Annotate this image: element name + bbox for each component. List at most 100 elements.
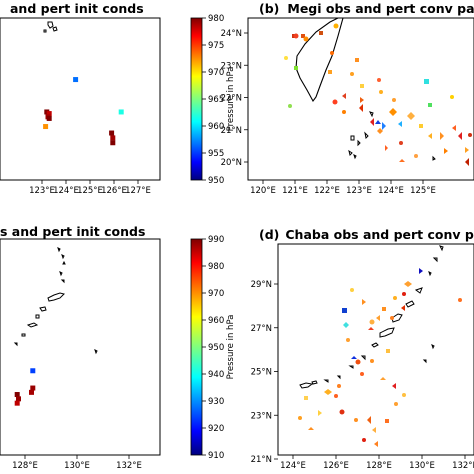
x-tick-label: 130°E	[64, 461, 90, 471]
obs-marker	[369, 319, 375, 325]
obs-marker	[428, 103, 432, 107]
x-tick-label: 124°E	[378, 186, 404, 196]
colorbar-tick-label: 990	[208, 235, 224, 245]
x-tick-label: 125°E	[410, 186, 436, 196]
obs-marker	[444, 148, 448, 154]
obs-marker	[324, 389, 332, 395]
x-tick-label: 122°E	[314, 186, 340, 196]
panel-d-coastline	[299, 245, 444, 389]
colorbar-tick-label: 980	[208, 14, 224, 24]
obs-marker	[404, 281, 412, 287]
obs-marker	[385, 419, 389, 423]
obs-marker	[450, 95, 454, 99]
obs-marker	[390, 316, 394, 320]
obs-marker	[393, 296, 397, 300]
panel-c-title: s and pert init conds	[0, 224, 145, 239]
panel-b-title: (b) Megi obs and pert conv pa	[259, 1, 474, 16]
obs-marker	[354, 418, 358, 422]
obs-marker	[294, 66, 298, 70]
x-tick-label: 121°E	[282, 186, 308, 196]
obs-marker	[419, 124, 423, 128]
panel-c: s and pert init conds 128°E 130°E 132°E 91…	[0, 224, 236, 471]
obs-marker	[468, 133, 472, 137]
panel-c-markers	[14, 368, 36, 406]
obs-marker	[328, 70, 332, 74]
panel-b: (b) Megi obs and pert conv pa	[221, 1, 474, 196]
obs-marker	[360, 97, 364, 103]
y-tick-label: 23°N	[221, 61, 242, 71]
panel-a: and pert init conds 123°E124°E125°E126°E…	[0, 1, 236, 196]
y-tick-label: 29°N	[251, 280, 272, 290]
pressure-marker	[46, 115, 52, 121]
obs-marker	[428, 133, 432, 139]
obs-marker	[284, 56, 288, 60]
panel-d: (d) Chaba obs and pert conv pa	[251, 227, 474, 471]
obs-marker	[333, 23, 339, 29]
obs-marker	[377, 78, 381, 82]
obs-marker	[382, 122, 386, 130]
y-tick-label: 25°N	[251, 368, 272, 378]
obs-marker	[465, 147, 469, 153]
pressure-marker	[29, 389, 34, 395]
obs-marker	[377, 128, 383, 134]
obs-marker	[362, 299, 366, 305]
pressure-marker	[109, 130, 115, 136]
obs-marker	[350, 288, 354, 292]
y-tick-label: 21°N	[221, 126, 242, 136]
panel-b-coastline-taiwan	[295, 18, 344, 103]
obs-marker	[308, 427, 314, 430]
colorbar-tick-label: 950	[208, 343, 224, 353]
obs-marker	[332, 99, 338, 105]
panel-c-colorbar-label: Pressure in hPa	[226, 315, 236, 380]
obs-marker	[304, 396, 308, 400]
y-tick-label: 21°N	[251, 455, 272, 465]
colorbar-tick-label: 955	[208, 149, 224, 159]
obs-marker	[382, 307, 386, 311]
obs-marker	[367, 416, 371, 424]
obs-marker	[372, 427, 376, 433]
panel-a-colorbar-ramp	[190, 17, 203, 181]
obs-marker	[360, 84, 364, 88]
obs-marker	[398, 121, 402, 127]
x-tick-label: 132°E	[116, 461, 142, 471]
x-tick-label: 125°E	[77, 186, 103, 196]
colorbar-tick-label: 970	[208, 68, 224, 78]
obs-marker	[288, 104, 292, 108]
obs-marker	[303, 36, 309, 42]
obs-marker	[355, 359, 361, 365]
pressure-marker	[16, 396, 21, 402]
obs-marker	[392, 383, 396, 389]
obs-marker	[346, 338, 350, 342]
y-tick-label: 23°N	[251, 411, 272, 421]
y-tick-label: 20°N	[221, 158, 242, 168]
obs-marker	[319, 31, 323, 35]
colorbar-tick-label: 965	[208, 95, 224, 105]
obs-marker	[342, 93, 346, 99]
pressure-marker	[73, 77, 79, 83]
x-tick-label: 126°E	[323, 461, 349, 471]
x-tick-label: 130°E	[409, 461, 435, 471]
obs-marker	[399, 141, 403, 145]
obs-marker	[301, 34, 305, 38]
x-tick-label: 120°E	[250, 186, 276, 196]
panel-d-frame	[277, 243, 474, 456]
obs-marker	[343, 322, 349, 328]
panel-b-y-ticks: 20°N 21°N 22°N 23°N 24°N	[221, 29, 248, 168]
obs-marker	[465, 158, 469, 166]
panel-c-x-ticks: 128°E 130°E 132°E	[12, 455, 142, 471]
pressure-marker	[30, 385, 36, 391]
obs-marker	[318, 410, 322, 416]
obs-marker	[370, 359, 374, 363]
x-tick-label: 128°E	[12, 461, 38, 471]
colorbar-tick-label: 960	[208, 316, 224, 326]
colorbar-tick-label: 950	[208, 176, 224, 186]
panel-a-colorbar-label: Pressure in hPa	[226, 67, 236, 132]
obs-marker	[424, 79, 429, 84]
obs-marker	[402, 292, 406, 296]
x-tick-label: 132°E	[452, 461, 474, 471]
obs-marker	[355, 58, 359, 62]
obs-marker	[452, 125, 456, 131]
obs-marker	[376, 315, 380, 321]
panel-c-coastline	[13, 247, 98, 355]
obs-marker	[458, 132, 462, 140]
